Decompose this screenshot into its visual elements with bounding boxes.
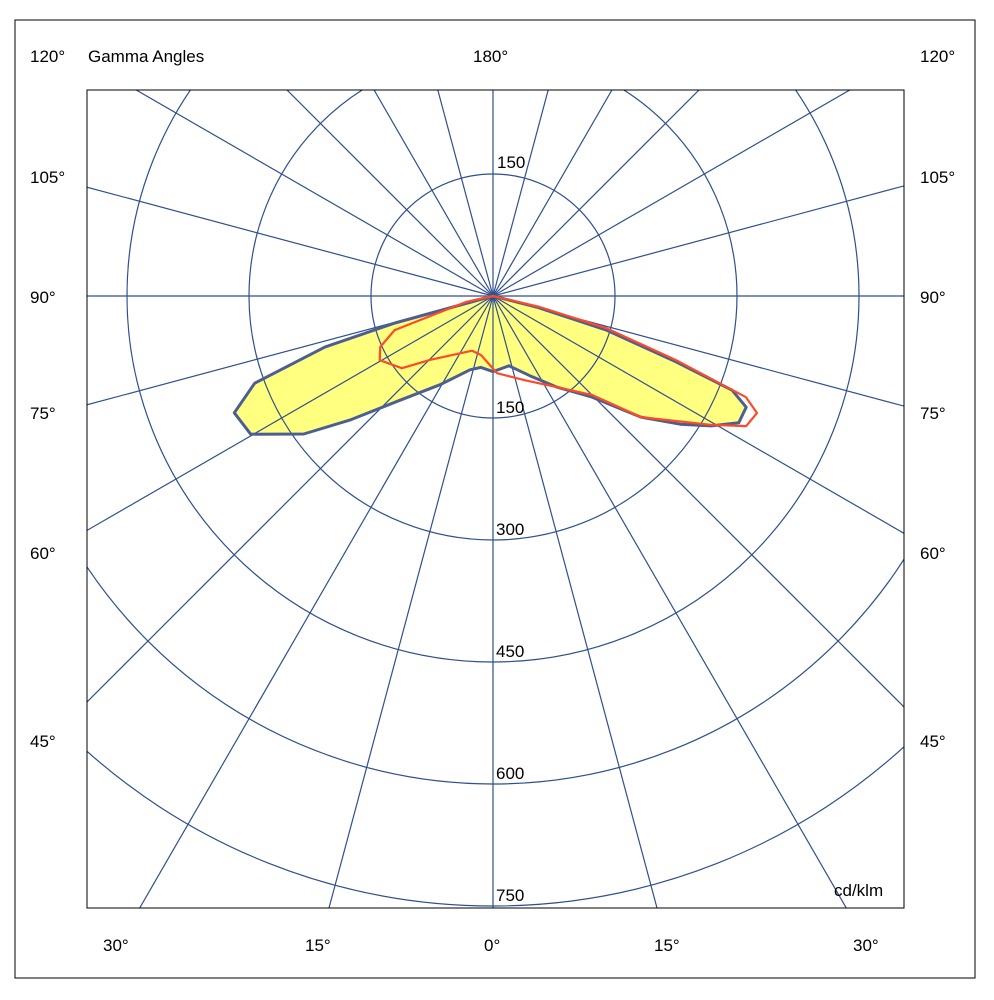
grid-radial-330 [139, 295, 494, 908]
grid-radial-105 [492, 185, 904, 297]
angle-label-left: 45° [30, 732, 56, 751]
angle-label-right: 45° [920, 732, 946, 751]
angle-label-bottom: 30° [103, 936, 129, 955]
angle-label-left: 120° [30, 47, 65, 66]
series-line-c0-c180 [232, 294, 748, 436]
grid-radial-30 [492, 295, 847, 908]
grid-radial-135 [492, 90, 700, 297]
angle-label-bottom: 15° [305, 936, 331, 955]
grid-radial-165 [492, 90, 549, 297]
grid-radial-315 [87, 295, 494, 703]
plot-frame [86, 89, 905, 909]
radial-tick-label-600: 600 [496, 764, 524, 783]
grid-radial-195 [437, 90, 494, 297]
angle-label-right: 105° [920, 168, 955, 187]
angle-label-right: 75° [920, 404, 946, 423]
outer-frame [14, 19, 976, 979]
radial-tick-label-750: 750 [496, 886, 524, 905]
grid-radial-60 [492, 295, 904, 534]
grid-radial-240 [135, 90, 494, 297]
angle-label-right: 90° [920, 288, 946, 307]
angle-label-bottom: 30° [853, 936, 879, 955]
angle-label-left: 60° [30, 544, 56, 563]
series-line-c90-c270 [378, 294, 759, 428]
angle-label-top: 180° [473, 47, 508, 66]
grid-radial-45 [492, 295, 904, 708]
grid-radial-120 [492, 90, 851, 297]
grid-radial-15 [492, 295, 658, 908]
chart-title: Gamma Angles [88, 47, 204, 66]
unit-label: cd/klm [834, 881, 883, 900]
angle-label-right: 60° [920, 544, 946, 563]
grid-radial-150 [492, 90, 613, 297]
grid-radial-255 [87, 186, 494, 297]
radial-tick-label-150: 150 [496, 398, 524, 417]
grid-radial-210 [373, 90, 494, 297]
angle-label-right: 120° [920, 47, 955, 66]
grid-radial-225 [286, 90, 494, 297]
angle-label-left: 105° [30, 168, 65, 187]
radial-tick-label-300: 300 [496, 520, 524, 539]
grid-radial-345 [328, 295, 494, 908]
grid-radial-300 [87, 295, 494, 531]
radial-tick-label-top: 150 [497, 153, 525, 172]
angle-label-bottom: 15° [654, 936, 680, 955]
angle-label-left: 75° [30, 404, 56, 423]
radial-tick-label-450: 450 [496, 642, 524, 661]
angle-label-left: 90° [30, 288, 56, 307]
angle-label-bottom: 0° [484, 936, 500, 955]
